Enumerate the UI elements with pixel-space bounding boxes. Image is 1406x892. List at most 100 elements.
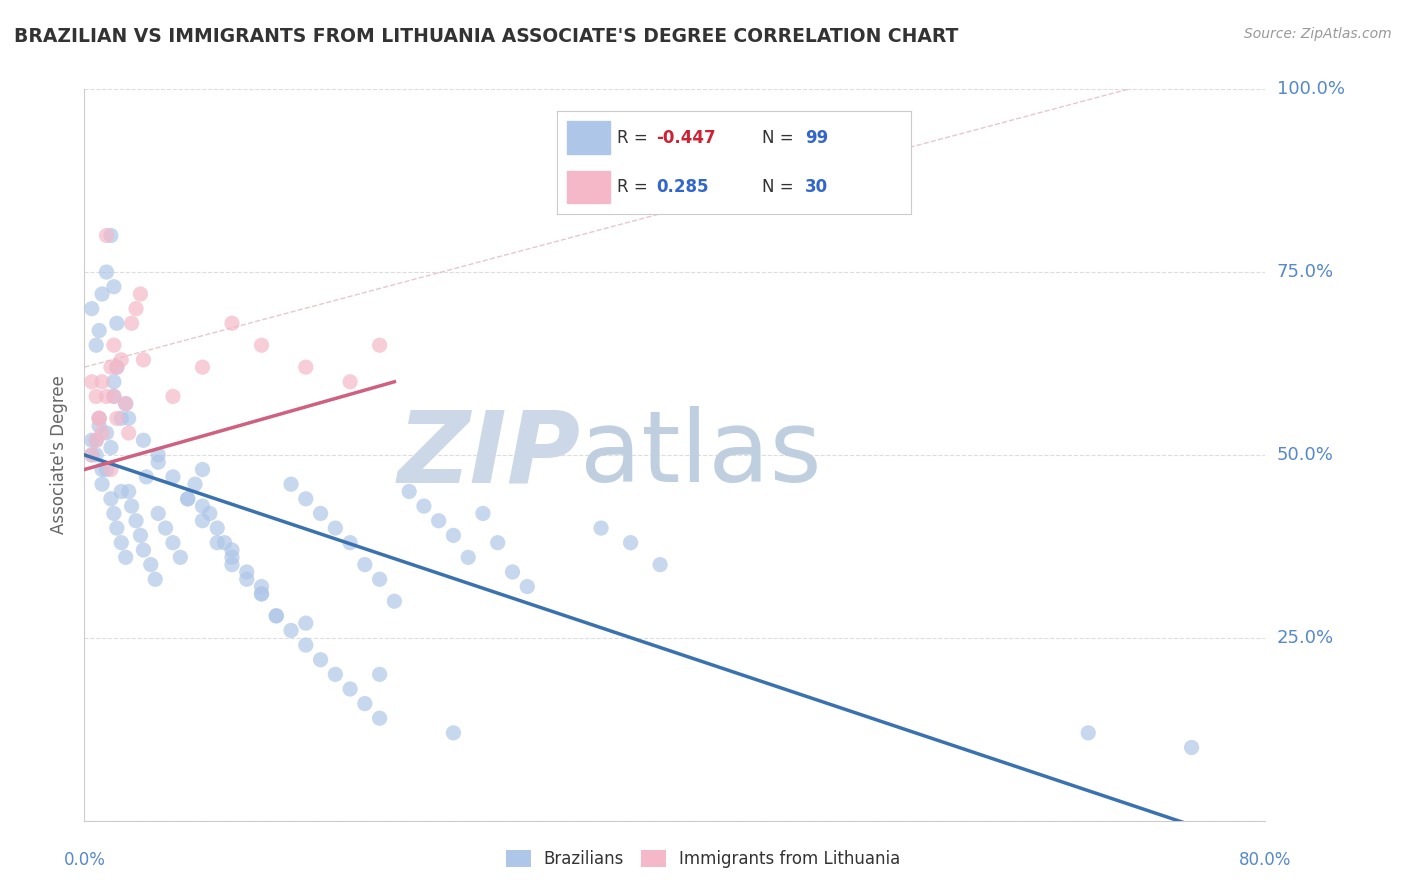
Point <box>110 535 132 549</box>
Point <box>110 352 132 367</box>
Point <box>132 543 155 558</box>
Point <box>648 558 672 572</box>
Point <box>162 470 184 484</box>
Point <box>354 558 377 572</box>
Point <box>155 521 177 535</box>
Point <box>96 265 118 279</box>
Point <box>486 535 509 549</box>
Point <box>177 491 200 506</box>
Point <box>148 455 170 469</box>
Point <box>87 418 111 433</box>
Point <box>105 316 128 330</box>
Point <box>125 514 148 528</box>
Point <box>148 507 170 521</box>
Point <box>235 565 259 579</box>
Point <box>191 462 214 476</box>
Y-axis label: Associate's Degree: Associate's Degree <box>49 376 67 534</box>
Point <box>103 389 125 403</box>
Point <box>96 228 118 243</box>
Point <box>105 411 128 425</box>
Point <box>84 338 107 352</box>
Point <box>91 287 114 301</box>
Point <box>114 397 136 411</box>
Point <box>91 462 114 476</box>
Point <box>103 389 125 403</box>
Point <box>472 507 495 521</box>
Point <box>121 499 143 513</box>
Point <box>143 572 166 586</box>
Point <box>413 499 436 513</box>
Point <box>250 580 273 594</box>
Point <box>129 528 152 542</box>
Point <box>169 550 191 565</box>
Point <box>295 360 318 375</box>
Point <box>368 572 391 586</box>
Point <box>118 484 141 499</box>
Point <box>427 514 450 528</box>
Point <box>105 360 128 375</box>
Point <box>368 667 391 681</box>
Point <box>295 491 318 506</box>
Point <box>132 352 155 367</box>
Point <box>264 608 288 623</box>
Point <box>80 434 103 448</box>
Text: 80.0%: 80.0% <box>1239 851 1292 869</box>
Point <box>129 287 152 301</box>
Point <box>214 535 236 549</box>
Point <box>96 425 118 440</box>
Text: 50.0%: 50.0% <box>1277 446 1333 464</box>
Point <box>103 375 125 389</box>
Point <box>295 616 318 631</box>
Point <box>591 521 613 535</box>
Point <box>191 514 214 528</box>
Point <box>100 228 122 243</box>
Point <box>91 477 114 491</box>
Point <box>100 360 122 375</box>
Point <box>339 681 361 696</box>
Point <box>221 558 243 572</box>
Point <box>295 638 318 652</box>
Point <box>105 360 128 375</box>
Point <box>125 301 148 316</box>
Point <box>91 375 114 389</box>
Point <box>198 507 221 521</box>
Point <box>118 411 141 425</box>
Text: 75.0%: 75.0% <box>1277 263 1334 281</box>
Text: Source: ZipAtlas.com: Source: ZipAtlas.com <box>1244 27 1392 41</box>
Text: 0.0%: 0.0% <box>63 851 105 869</box>
Point <box>221 550 243 565</box>
Point <box>177 491 200 506</box>
Point <box>100 441 122 455</box>
Point <box>91 425 114 440</box>
Point <box>87 324 111 338</box>
Point <box>441 528 464 542</box>
Point <box>96 462 118 476</box>
Point <box>441 726 464 740</box>
Text: 25.0%: 25.0% <box>1277 629 1334 647</box>
Text: BRAZILIAN VS IMMIGRANTS FROM LITHUANIA ASSOCIATE'S DEGREE CORRELATION CHART: BRAZILIAN VS IMMIGRANTS FROM LITHUANIA A… <box>14 27 959 45</box>
Point <box>80 448 103 462</box>
Point <box>368 338 391 352</box>
Point <box>250 587 273 601</box>
Point <box>114 397 136 411</box>
Point <box>323 521 347 535</box>
Point <box>148 448 170 462</box>
Point <box>87 411 111 425</box>
Point <box>84 434 107 448</box>
Point <box>221 316 243 330</box>
Point <box>309 507 332 521</box>
Point <box>84 448 107 462</box>
Point <box>87 411 111 425</box>
Point <box>368 711 391 725</box>
Point <box>96 389 118 403</box>
Point <box>235 572 259 586</box>
Point <box>87 411 111 425</box>
Point <box>264 608 288 623</box>
Point <box>80 301 103 316</box>
Point <box>162 389 184 403</box>
Point <box>250 587 273 601</box>
Point <box>339 375 361 389</box>
Point <box>516 580 538 594</box>
Point <box>457 550 479 565</box>
Point <box>103 279 125 293</box>
